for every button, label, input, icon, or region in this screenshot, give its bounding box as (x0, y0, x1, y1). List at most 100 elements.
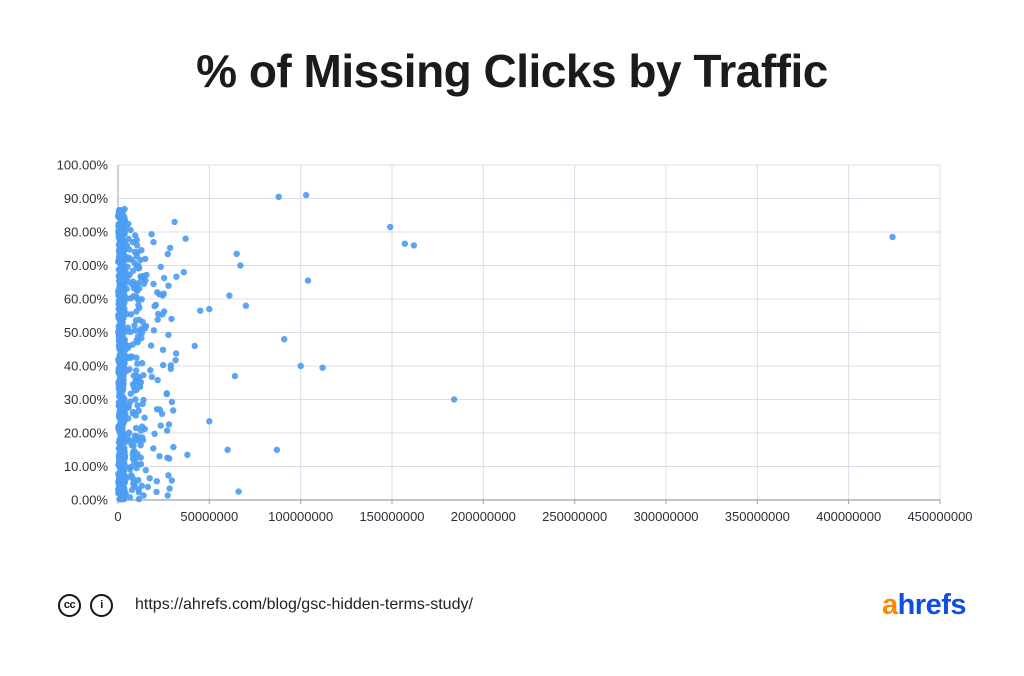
scatter-point (148, 231, 155, 238)
scatter-point (126, 494, 134, 501)
scatter-point (127, 295, 135, 302)
scatter-point (160, 290, 167, 297)
y-axis-tick-label: 90.00% (64, 191, 109, 206)
scatter-point (387, 223, 394, 231)
scatter-point (123, 285, 130, 293)
scatter-point (129, 281, 136, 288)
scatter-point (123, 474, 131, 482)
scatter-point (172, 350, 180, 357)
scatter-point (242, 302, 250, 309)
scatter-point (165, 282, 172, 289)
scatter-point (889, 233, 896, 241)
scatter-point (150, 445, 157, 452)
x-axis-tick-label: 300000000 (633, 509, 698, 524)
scatter-point (125, 235, 132, 243)
scatter-point (170, 407, 177, 414)
scatter-point (115, 470, 122, 477)
scatter-point (171, 218, 178, 226)
scatter-point (133, 464, 140, 472)
scatter-point (151, 302, 158, 310)
scatter-point (122, 352, 130, 360)
scatter-point (139, 436, 147, 444)
x-axis-tick-label: 450000000 (907, 509, 972, 524)
footer: cc i https://ahrefs.com/blog/gsc-hidden-… (58, 588, 967, 622)
scatter-point (133, 367, 140, 374)
scatter-point (233, 250, 240, 257)
scatter-point (197, 307, 204, 314)
scatter-point (206, 305, 213, 313)
scatter-point (160, 274, 168, 282)
scatter-point (142, 255, 149, 263)
scatter-point (450, 396, 458, 403)
y-axis-tick-label: 10.00% (64, 459, 109, 474)
scatter-point (319, 364, 326, 371)
scatter-point (168, 398, 176, 406)
scatter-point (127, 353, 134, 360)
y-axis-tick-label: 100.00% (57, 158, 109, 173)
scatter-point (116, 444, 124, 451)
scatter-point (137, 274, 145, 281)
scatter-point (166, 485, 173, 492)
scatter-point (116, 242, 123, 250)
scatter-point (134, 433, 141, 440)
scatter-point (168, 315, 175, 323)
scatter-point (135, 495, 143, 503)
source-url: https://ahrefs.com/blog/gsc-hidden-terms… (135, 596, 473, 613)
chart-title: % of Missing Clicks by Traffic (196, 45, 828, 97)
scatter-point (159, 346, 167, 353)
scatter-point (142, 277, 149, 284)
scatter-point (163, 390, 170, 397)
scatter-point (123, 367, 130, 375)
scatter-point (122, 410, 129, 417)
scatter-point (165, 472, 172, 479)
scatter-point (124, 438, 131, 445)
scatter-point (170, 443, 177, 451)
scatter-point (410, 242, 418, 249)
y-axis-tick-label: 60.00% (64, 292, 109, 307)
scatter-point (127, 463, 134, 470)
scatter-point (125, 415, 132, 422)
scatter-point (137, 461, 145, 468)
scatter-point (126, 246, 133, 253)
scatter-point (142, 467, 149, 474)
scatter-point (206, 418, 213, 425)
scatter-point (118, 362, 125, 370)
scatter-point (182, 235, 189, 242)
scatter-point (125, 220, 132, 228)
scatter-point (154, 310, 162, 318)
scatter-point (127, 226, 134, 234)
scatter-point (119, 302, 127, 309)
scatter-point (133, 262, 140, 270)
scatter-point (224, 446, 231, 453)
scatter-point (184, 451, 191, 458)
scatter-point (147, 342, 155, 349)
y-axis-tick-label: 80.00% (64, 225, 109, 240)
scatter-point (154, 289, 161, 296)
scatter-point (146, 475, 153, 482)
scatter-point (160, 361, 167, 369)
scatter-point (148, 373, 156, 381)
scatter-point (302, 191, 310, 199)
scatter-point (168, 477, 175, 484)
scatter-point (115, 290, 122, 298)
x-axis-tick-label: 0 (114, 509, 121, 524)
x-axis-tick-label: 200000000 (451, 509, 516, 524)
scatter-point (167, 362, 175, 369)
scatter-point (115, 248, 123, 255)
scatter-point (150, 280, 157, 288)
scatter-point (128, 486, 136, 494)
scatter-point (147, 367, 154, 374)
scatter-point (180, 269, 187, 276)
scatter-point (127, 398, 134, 405)
scatter-point (133, 242, 141, 249)
scatter-point (150, 238, 157, 246)
x-axis-tick-label: 100000000 (268, 509, 333, 524)
scatter-point (237, 262, 244, 269)
scatter-point (143, 271, 150, 279)
scatter-point (121, 462, 129, 469)
scatter-point (137, 326, 144, 333)
scatter-point (150, 327, 158, 334)
scatter-point (133, 354, 140, 361)
scatter-point (127, 311, 135, 318)
